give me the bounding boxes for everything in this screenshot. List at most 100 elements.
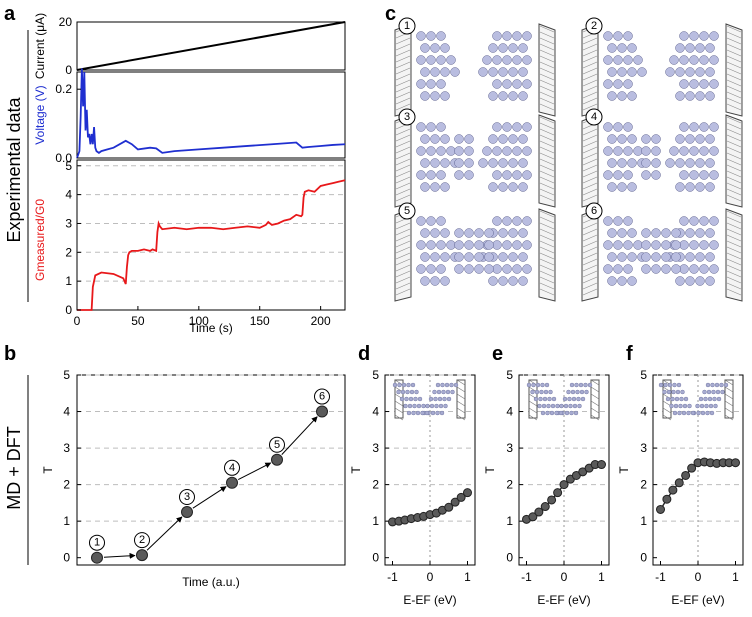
d-chart-inset-hatch: [394, 400, 404, 407]
electrode-hatch: [726, 49, 742, 57]
atom: [518, 182, 528, 192]
atom: [633, 240, 643, 250]
electrode-hatch: [726, 61, 742, 69]
atom: [679, 55, 689, 65]
f-chart-inset-hatch: [724, 386, 734, 393]
atom: [522, 122, 532, 132]
b-step-marker: [314, 388, 330, 405]
electrode-hatch: [582, 146, 598, 154]
atom: [482, 55, 492, 65]
atom: [661, 252, 671, 262]
e-chart-inset-hatch: [528, 379, 538, 386]
d-chart-inset-atom: [436, 389, 442, 395]
electrode-hatch: [539, 264, 555, 272]
atom: [420, 67, 430, 77]
electrode-hatch: [539, 97, 555, 105]
atom: [607, 252, 617, 262]
e-chart-inset-hatch: [590, 386, 600, 393]
atom: [430, 252, 440, 262]
electrode-hatch: [726, 194, 742, 202]
d-chart-inset-atom: [446, 396, 452, 402]
electrode-hatch: [726, 270, 742, 278]
snapshot-marker: [398, 17, 416, 35]
atom: [436, 216, 446, 226]
f-chart-inset-atom: [672, 410, 678, 416]
b-step-marker: [224, 459, 240, 476]
d-chart-inset-atom: [413, 396, 418, 402]
f-chart-inset-atom: [681, 410, 687, 416]
d-chart-inset-atom: [440, 382, 445, 388]
atom: [665, 67, 675, 77]
b-step-label: 1: [94, 537, 100, 549]
b-ytick: 5: [63, 368, 70, 382]
atom: [603, 216, 613, 226]
electrode-hatch: [395, 152, 411, 160]
electrode-hatch: [582, 79, 598, 87]
atom: [436, 79, 446, 89]
electrode-hatch: [582, 140, 598, 148]
atom: [416, 146, 426, 156]
f-chart-inset-atom: [713, 403, 718, 409]
atom: [426, 146, 436, 156]
f-chart-inset-atom: [669, 403, 674, 409]
electrode-hatch: [582, 176, 598, 184]
electrode-hatch: [726, 37, 742, 45]
snapshot-marker: [398, 108, 416, 126]
atom: [627, 228, 637, 238]
e-chart-inset-atom: [574, 382, 579, 388]
f-xlabel: E-EF (eV): [671, 593, 724, 607]
atom: [508, 228, 518, 238]
f-chart-data-point: [656, 504, 665, 514]
atom: [689, 79, 699, 89]
atom: [416, 122, 426, 132]
d-chart-inset-atom: [410, 382, 416, 388]
f-chart-inset-atom: [671, 389, 676, 395]
atom: [508, 134, 518, 144]
snapshot-label: 6: [591, 205, 597, 217]
atom: [508, 158, 518, 168]
atom: [446, 146, 456, 156]
atom: [689, 264, 699, 274]
atom: [416, 31, 426, 41]
electrode-hatch: [539, 240, 555, 248]
d-chart-inset-atom: [399, 396, 405, 402]
atom: [440, 134, 450, 144]
b-frame: [76, 374, 346, 566]
d-chart-inset-atom: [435, 382, 441, 388]
atom: [502, 216, 512, 226]
electrode-hatch: [539, 194, 555, 202]
f-chart-inset-atom: [698, 396, 704, 402]
electrode-hatch: [539, 234, 555, 242]
d-chart-inset-atom: [441, 389, 446, 395]
atom: [699, 31, 709, 41]
atom: [627, 67, 637, 77]
electrode-left: [581, 114, 599, 208]
atom: [518, 252, 528, 262]
b-step-label: 5: [274, 439, 280, 451]
b-data-point: [136, 549, 148, 562]
atom: [436, 264, 446, 274]
f-chart-inset-atom: [666, 389, 672, 395]
atom: [484, 264, 494, 274]
electrode-hatch: [582, 222, 598, 230]
atom: [498, 228, 508, 238]
atom: [454, 158, 464, 168]
d-chart-inset-hatch: [394, 379, 404, 386]
e-chart-inset-hatch: [528, 407, 538, 414]
electrode-hatch: [726, 152, 742, 160]
row-label-experimental: Experimental data: [4, 96, 24, 242]
atom: [641, 240, 651, 250]
atom: [420, 182, 430, 192]
atom: [464, 240, 474, 250]
atom: [641, 228, 651, 238]
electrode-hatch: [395, 264, 411, 272]
electrode-hatch: [726, 25, 742, 33]
atom: [709, 79, 719, 89]
electrode-hatch: [539, 176, 555, 184]
d-chart-ytick: 4: [372, 405, 379, 419]
d-chart-inset-hatch: [456, 393, 466, 400]
electrode-right: [725, 208, 743, 302]
electrode-hatch: [539, 25, 555, 33]
a-xlabel: Time (s): [189, 321, 233, 335]
atom: [607, 134, 617, 144]
